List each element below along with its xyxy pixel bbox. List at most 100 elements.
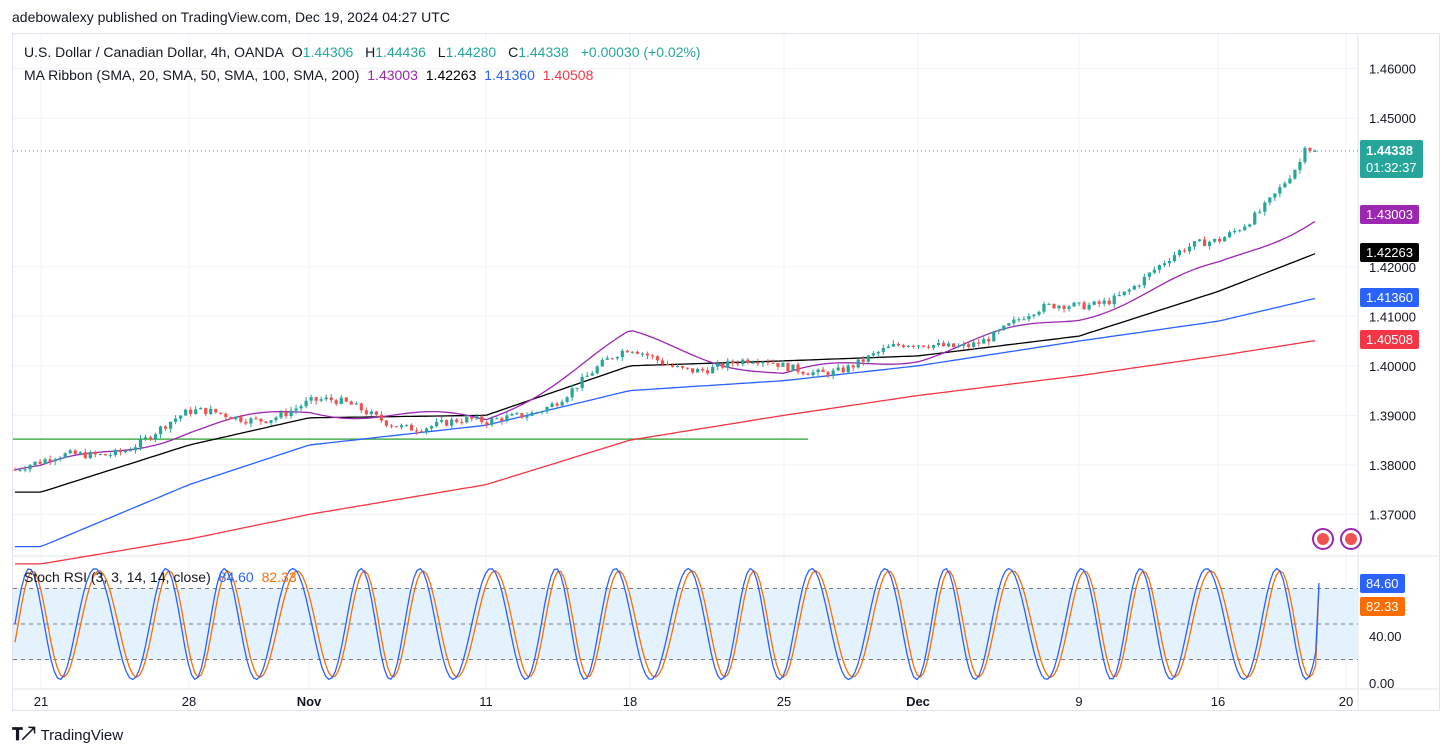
candle-body [123,450,128,453]
candle-body [635,351,639,354]
candle-body [13,469,17,471]
candle-body [179,415,183,419]
stoch-k-value: 84.60 [218,569,254,585]
y-tick-label: 1.40000 [1369,359,1416,374]
close-label: C [508,44,519,60]
brand-name: TradingView [40,726,124,744]
candle-body [158,426,163,435]
ma200-price-label: 1.40508 [1360,330,1419,349]
candle-body [816,369,820,373]
candle-body [435,421,439,427]
candle-body [379,414,384,421]
candle-body [344,397,348,402]
candle-body [1273,193,1277,198]
sma50-line [15,253,1316,493]
candle-body [655,356,660,361]
y-tick-label: 1.41000 [1369,309,1416,324]
candle-body [721,363,725,368]
stoch-d-line [14,569,1320,679]
candle-body [706,370,710,374]
candle-body [168,421,173,429]
stoch-d-value: 82.33 [261,569,297,585]
candle-body [620,350,624,358]
candle-body [841,367,845,373]
candle-body [811,372,815,376]
candle-body [143,437,148,439]
ma200-value: 1.40508 [542,67,594,83]
candle-body [731,360,735,364]
candle-body [1132,286,1136,290]
candle-body [776,363,780,367]
candle-body [680,366,685,368]
candle-body [896,344,900,346]
candle-body [48,459,52,462]
candle-body [118,449,123,453]
y-tick-label: 1.39000 [1369,408,1416,423]
candle-body [575,387,579,389]
sma100-line [15,297,1316,548]
open-value: 1.44306 [302,44,354,60]
candle-body [1042,303,1046,312]
footer-brand[interactable]: 𝐓↗ TradingView [12,725,123,745]
event-flag-icon-inner [1317,533,1329,545]
candle-body [1137,285,1141,287]
candle-body [670,364,675,367]
candle-body [836,367,840,371]
candle-body [1197,239,1202,242]
candle-body [1102,300,1106,304]
change-value: +0.00030 (+0.02%) [580,44,701,60]
candle-body [570,388,574,398]
candle-body [424,428,429,432]
candle-body [600,359,604,367]
candle-body [319,399,323,401]
candle-body [1288,178,1292,184]
candle-body [88,451,92,459]
candle-body [485,422,489,425]
chart-canvas[interactable]: 1.37000 1.38000 1.39000 1.40000 1.41000 1.420… [13,34,1439,710]
candle-body [359,403,363,411]
candle-body [846,365,850,373]
candle-body [1187,246,1192,252]
last-price-label: 1.44338 01:32:37 [1360,140,1423,178]
candle-body [214,408,218,413]
candle-body [1092,301,1096,305]
sma200-line [15,340,1316,565]
candle-body [284,411,288,417]
candle-body [194,409,198,414]
candle-body [314,397,318,401]
stoch-k-line [14,567,1320,681]
candle-body [103,454,107,456]
candle-body [711,366,715,374]
candle-body [329,397,333,401]
candle-body [992,331,996,342]
last-price-value: 1.44338 [1366,143,1413,158]
candle-body [500,418,504,422]
stoch-tick-label: 0.00 [1369,676,1394,691]
candle-body [630,351,634,353]
candle-body [414,430,419,432]
candle-body [901,345,906,347]
candle-body [505,415,509,422]
candle-body [665,364,670,366]
candle-body [1278,187,1282,194]
candle-body [967,344,971,347]
candle-body [555,403,559,406]
x-tick-label: 16 [1211,694,1225,709]
candle-body [339,397,343,404]
candle-body [997,330,1001,332]
candle-body [801,371,805,374]
candle-body [1213,238,1217,242]
candle-body [63,453,67,458]
close-value: 1.44338 [518,44,569,60]
candle-body [189,409,193,414]
candle-body [645,353,650,356]
candle-body [726,360,730,368]
candle-body [450,419,454,426]
candle-body [234,416,238,420]
candle-body [1182,250,1187,252]
candle-body [470,417,474,419]
candle-body [33,461,37,466]
candle-body [941,342,946,347]
candle-body [98,454,102,456]
publisher-line: adebowalexy published on TradingView.com… [12,9,450,25]
